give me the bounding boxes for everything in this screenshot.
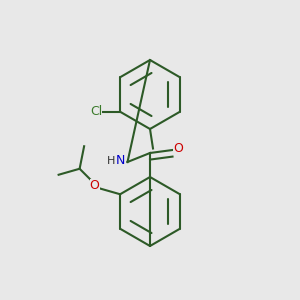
Text: O: O <box>173 142 183 155</box>
Text: H: H <box>107 155 115 166</box>
Text: N: N <box>115 154 125 167</box>
Text: Cl: Cl <box>90 105 102 118</box>
Text: O: O <box>90 179 100 192</box>
